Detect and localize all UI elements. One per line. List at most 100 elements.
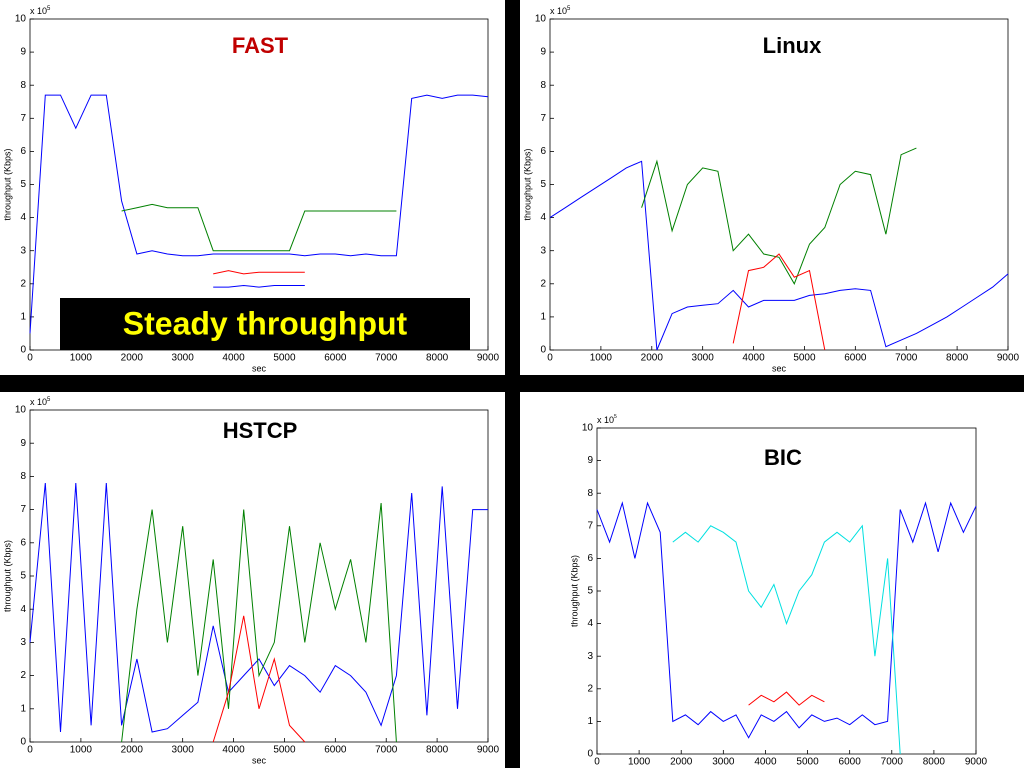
x-tick-label: 1000 bbox=[590, 353, 613, 364]
x-axis-label: sec bbox=[252, 363, 267, 373]
x-tick-label: 8000 bbox=[426, 745, 449, 756]
x-tick-label: 5000 bbox=[796, 757, 819, 768]
y-tick-label: 7 bbox=[20, 504, 26, 515]
y-tick-label: 3 bbox=[587, 651, 593, 662]
y-scale-label: x 105 bbox=[550, 6, 571, 17]
chart-title: BIC bbox=[764, 445, 802, 470]
x-tick-label: 9000 bbox=[477, 745, 500, 756]
x-tick-label: 1000 bbox=[628, 757, 651, 768]
y-scale-base: x 10 bbox=[30, 397, 47, 407]
panel bbox=[0, 392, 505, 768]
y-scale-label: x 105 bbox=[30, 397, 51, 408]
y-tick-label: 6 bbox=[20, 146, 26, 157]
y-tick-label: 7 bbox=[540, 113, 546, 124]
y-scale-label: x 105 bbox=[30, 6, 51, 17]
y-tick-label: 3 bbox=[20, 245, 26, 256]
series-line bbox=[29, 482, 488, 733]
y-axis-label: throughput (Kbps) bbox=[522, 148, 532, 220]
chart-title: Linux bbox=[763, 33, 822, 58]
series-line bbox=[549, 160, 1009, 351]
y-tick-label: 4 bbox=[20, 212, 26, 223]
y-tick-label: 1 bbox=[540, 312, 546, 323]
x-tick-label: 6000 bbox=[839, 757, 862, 768]
y-tick-label: 7 bbox=[587, 520, 593, 531]
x-tick-label: 6000 bbox=[324, 353, 347, 364]
y-tick-label: 0 bbox=[20, 345, 26, 356]
x-tick-label: 7000 bbox=[895, 353, 918, 364]
series-line bbox=[672, 524, 901, 755]
y-tick-label: 6 bbox=[20, 537, 26, 548]
x-tick-label: 3000 bbox=[712, 757, 735, 768]
y-scale-label: x 105 bbox=[597, 414, 617, 425]
y-tick-label: 4 bbox=[20, 604, 26, 615]
y-tick-label: 0 bbox=[20, 737, 26, 748]
x-tick-label: 6000 bbox=[844, 353, 867, 364]
y-tick-label: 6 bbox=[540, 146, 546, 157]
y-tick-label: 7 bbox=[20, 113, 26, 124]
y-scale-exponent: 5 bbox=[47, 397, 51, 403]
x-tick-label: 0 bbox=[547, 353, 553, 364]
y-tick-label: 8 bbox=[540, 80, 546, 91]
y-tick-label: 9 bbox=[20, 47, 26, 58]
y-tick-label: 10 bbox=[535, 14, 547, 25]
panel bbox=[520, 0, 1024, 375]
x-axis-label: sec bbox=[252, 755, 267, 765]
y-scale-exponent: 5 bbox=[567, 6, 571, 12]
x-tick-label: 8000 bbox=[946, 353, 969, 364]
y-tick-label: 5 bbox=[20, 571, 26, 582]
y-tick-label: 3 bbox=[540, 245, 546, 256]
x-tick-label: 5000 bbox=[273, 353, 296, 364]
y-tick-label: 9 bbox=[20, 438, 26, 449]
y-tick-label: 8 bbox=[587, 488, 593, 499]
annotation-box bbox=[60, 298, 470, 350]
x-tick-label: 0 bbox=[594, 757, 600, 768]
y-scale-base: x 10 bbox=[30, 6, 47, 16]
x-tick-label: 2000 bbox=[641, 353, 664, 364]
y-tick-label: 6 bbox=[587, 553, 593, 564]
y-tick-label: 0 bbox=[587, 749, 593, 760]
y-tick-label: 2 bbox=[587, 683, 593, 694]
x-tick-label: 7000 bbox=[375, 745, 398, 756]
series-line bbox=[212, 615, 306, 743]
x-tick-label: 0 bbox=[27, 353, 33, 364]
x-tick-label: 9000 bbox=[477, 353, 500, 364]
x-tick-label: 4000 bbox=[222, 353, 245, 364]
x-tick-label: 4000 bbox=[754, 757, 777, 768]
x-tick-label: 9000 bbox=[965, 757, 988, 768]
x-tick-label: 3000 bbox=[692, 353, 715, 364]
x-tick-label: 0 bbox=[27, 745, 33, 756]
y-tick-label: 4 bbox=[587, 618, 593, 629]
x-tick-label: 1000 bbox=[70, 745, 93, 756]
y-axis-label: throughput (Kbps) bbox=[569, 555, 579, 627]
x-tick-label: 1000 bbox=[70, 353, 93, 364]
y-scale-exponent: 5 bbox=[614, 414, 617, 420]
series-line bbox=[121, 203, 397, 252]
y-tick-label: 1 bbox=[20, 312, 26, 323]
series-line bbox=[732, 253, 826, 351]
series-line bbox=[213, 270, 305, 275]
y-tick-label: 4 bbox=[540, 212, 546, 223]
series-line bbox=[213, 284, 305, 288]
y-tick-label: 5 bbox=[587, 586, 593, 597]
x-tick-label: 9000 bbox=[997, 353, 1020, 364]
y-scale-exponent: 5 bbox=[47, 6, 51, 12]
series-line bbox=[748, 691, 825, 706]
x-axis-label: sec bbox=[772, 363, 787, 373]
y-tick-label: 5 bbox=[540, 179, 546, 190]
y-scale-base: x 10 bbox=[550, 6, 567, 16]
y-tick-label: 1 bbox=[587, 716, 593, 727]
x-tick-label: 4000 bbox=[742, 353, 765, 364]
y-tick-label: 10 bbox=[15, 14, 27, 25]
y-axis-label: throughput (Kbps) bbox=[2, 148, 12, 220]
y-tick-label: 1 bbox=[20, 703, 26, 714]
series-line bbox=[121, 502, 397, 743]
y-tick-label: 9 bbox=[587, 455, 593, 466]
y-tick-label: 2 bbox=[20, 670, 26, 681]
x-tick-label: 8000 bbox=[923, 757, 946, 768]
y-tick-label: 2 bbox=[20, 278, 26, 289]
x-tick-label: 3000 bbox=[172, 353, 195, 364]
chart-title: HSTCP bbox=[223, 418, 298, 443]
panel bbox=[520, 392, 1024, 768]
